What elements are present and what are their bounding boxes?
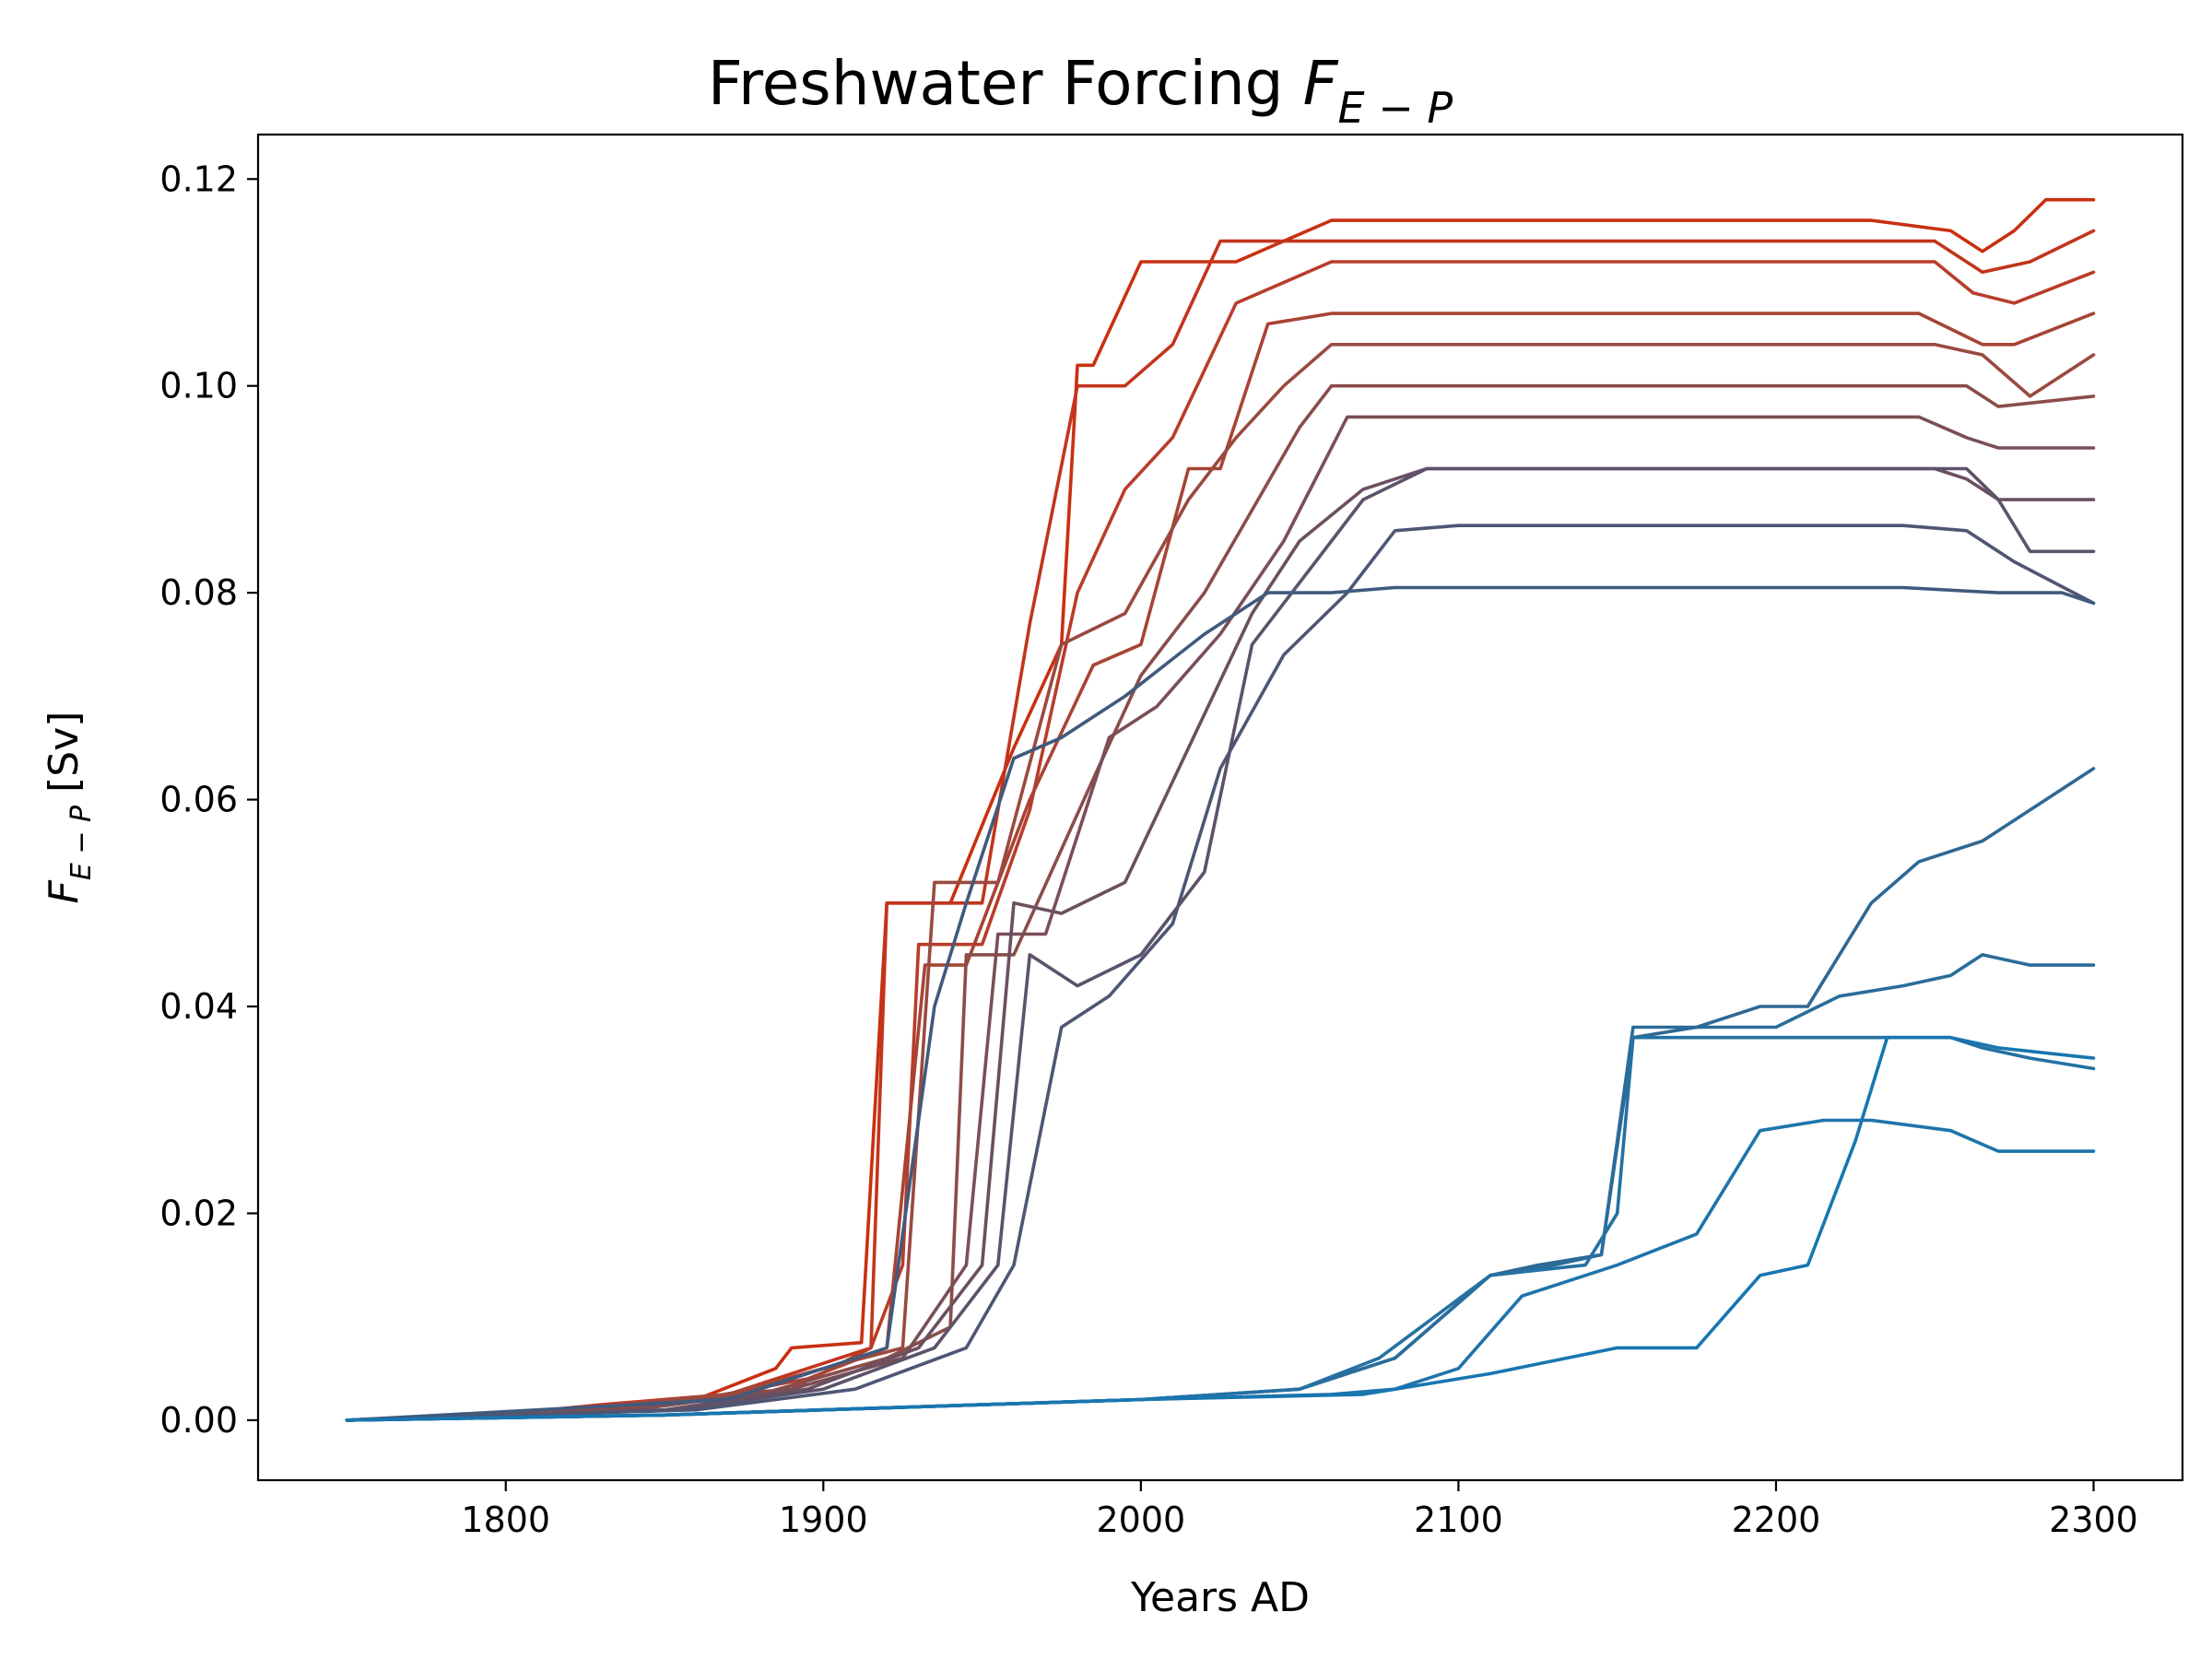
y-tick-label: 0.06 — [159, 780, 238, 820]
chart-title: Freshwater Forcing FE − P — [708, 48, 1453, 133]
x-tick-label: 2000 — [1097, 1500, 1186, 1540]
x-axis: 1800 1900 2000 2100 2200 2300 — [461, 1480, 2138, 1540]
x-axis-label: Years AD — [1130, 1574, 1310, 1621]
series-line-12 — [345, 767, 2096, 1422]
chart-title-subscript: E − P — [1338, 83, 1453, 133]
y-axis-label-unit: [Sv] — [41, 712, 88, 806]
series-line-14 — [345, 1035, 2096, 1422]
chart-title-main: Freshwater Forcing — [708, 48, 1303, 119]
y-tick-label: 0.00 — [159, 1400, 238, 1441]
series-line-15 — [345, 1118, 2096, 1422]
y-tick-label: 0.10 — [159, 366, 238, 406]
y-axis-label-subscript: E − P — [65, 805, 98, 880]
x-tick-label: 2200 — [1732, 1500, 1821, 1540]
plot-frame — [256, 133, 2184, 1482]
series-line-8 — [345, 466, 2096, 1422]
series-line-5 — [345, 343, 2096, 1422]
y-axis: 0.00 0.02 0.04 0.06 0.08 0.10 0.12 — [159, 159, 258, 1441]
series-line-13 — [345, 953, 2096, 1422]
y-tick-label: 0.08 — [159, 572, 238, 613]
chart-title-symbol: F — [1303, 48, 1339, 119]
series-line-4 — [345, 312, 2096, 1422]
x-tick-label: 1800 — [461, 1500, 550, 1540]
series-line-2 — [345, 229, 2096, 1422]
series-line-9 — [345, 466, 2096, 1422]
x-tick-label: 2100 — [1414, 1500, 1503, 1540]
series-line-6 — [345, 383, 2096, 1422]
series-line-1 — [345, 197, 2096, 1422]
x-tick-label: 1900 — [779, 1500, 868, 1540]
series-line-3 — [345, 260, 2096, 1422]
series-line-16 — [345, 1035, 2096, 1422]
y-axis-label: FE − P [Sv] — [41, 712, 98, 904]
x-tick-label: 2300 — [2049, 1500, 2138, 1540]
y-tick-label: 0.12 — [159, 159, 238, 199]
series-line-10 — [345, 524, 2096, 1422]
series-line-11 — [345, 585, 2096, 1422]
y-axis-label-symbol: F — [41, 879, 88, 903]
y-tick-label: 0.02 — [159, 1193, 238, 1233]
plot-area — [345, 197, 2096, 1422]
y-tick-label: 0.04 — [159, 986, 238, 1027]
